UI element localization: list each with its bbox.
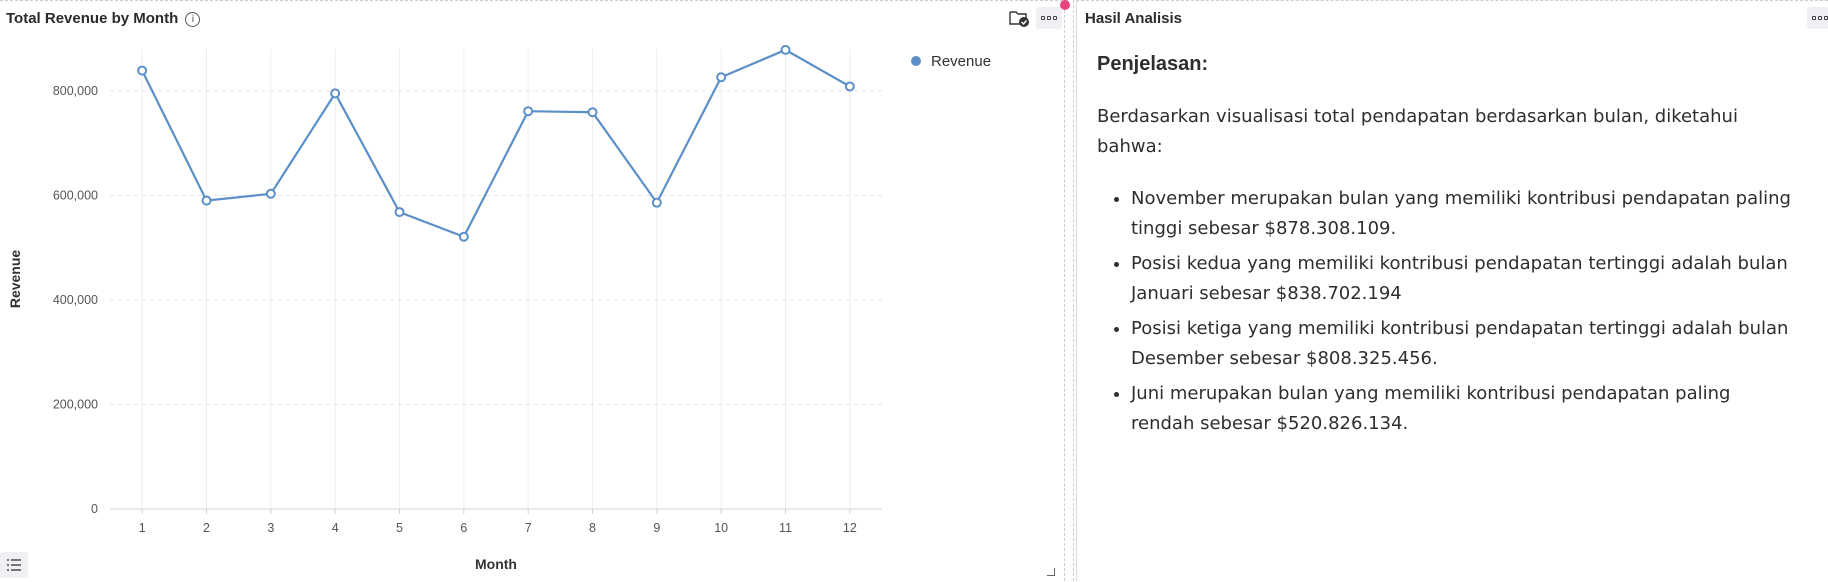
chart-title-row: Total Revenue by Month i <box>6 10 201 27</box>
x-tick-label: 11 <box>779 521 792 535</box>
chart-title: Total Revenue by Month <box>6 10 179 27</box>
chart-panel: Total Revenue by Month i 0 200,000 400,000… <box>0 0 1068 578</box>
analysis-bullet: Posisi kedua yang memiliki kontribusi pe… <box>1131 249 1797 309</box>
x-tick-label: 12 <box>843 521 857 535</box>
more-options-button[interactable] <box>1036 7 1062 29</box>
list-view-button[interactable] <box>0 552 28 578</box>
data-point <box>780 44 791 55</box>
analysis-more-options-button[interactable] <box>1807 7 1828 29</box>
analysis-bullet: Juni merupakan bulan yang memiliki kontr… <box>1131 379 1797 439</box>
legend-marker <box>911 56 921 66</box>
list-icon <box>7 559 21 571</box>
analysis-panel: Hasil Analisis Penjelasan: Berdasarkan v… <box>1076 0 1828 581</box>
data-point <box>394 207 405 218</box>
data-point <box>201 195 212 206</box>
x-tick-label: 10 <box>714 521 728 535</box>
data-point <box>844 81 855 92</box>
data-point <box>716 72 727 83</box>
analysis-content: Penjelasan: Berdasarkan visualisasi tota… <box>1097 47 1797 444</box>
analysis-bullet: November merupakan bulan yang memiliki k… <box>1131 184 1797 244</box>
y-tick-label: 200,000 <box>53 397 98 411</box>
data-point <box>587 107 598 118</box>
x-tick-label: 8 <box>589 521 596 535</box>
analysis-bullet-list: November merupakan bulan yang memiliki k… <box>1097 184 1797 439</box>
x-tick-label: 2 <box>203 521 210 535</box>
x-axis-title: Month <box>475 556 517 572</box>
y-tick-label: 800,000 <box>53 84 98 98</box>
x-tick-label: 4 <box>332 521 339 535</box>
legend-label: Revenue <box>931 53 991 70</box>
x-tick-label: 7 <box>525 521 532 535</box>
status-dot <box>1060 0 1070 10</box>
resize-handle[interactable] <box>1047 568 1055 576</box>
y-axis-title: Revenue <box>7 250 23 309</box>
data-point <box>458 231 469 242</box>
y-tick-label: 400,000 <box>53 293 98 307</box>
data-point <box>651 197 662 208</box>
y-tick-label: 0 <box>91 502 98 516</box>
data-point <box>265 188 276 199</box>
x-tick-label: 1 <box>139 521 146 535</box>
x-tick-label: 9 <box>653 521 660 535</box>
data-point <box>330 88 341 99</box>
data-point <box>137 65 148 76</box>
x-tick-label: 6 <box>460 521 467 535</box>
folder-check-icon[interactable] <box>1008 8 1030 33</box>
info-icon[interactable]: i <box>185 12 201 27</box>
analysis-title: Hasil Analisis <box>1085 10 1182 27</box>
panel-divider[interactable] <box>1064 0 1074 581</box>
analysis-heading: Penjelasan: <box>1097 53 1209 75</box>
data-point <box>523 106 534 117</box>
analysis-bullet: Posisi ketiga yang memiliki kontribusi p… <box>1131 314 1797 374</box>
x-tick-label: 5 <box>396 521 403 535</box>
analysis-intro: Berdasarkan visualisasi total pendapatan… <box>1097 106 1738 157</box>
revenue-line <box>141 48 851 239</box>
x-tick-label: 3 <box>267 521 274 535</box>
y-tick-label: 600,000 <box>53 188 98 202</box>
